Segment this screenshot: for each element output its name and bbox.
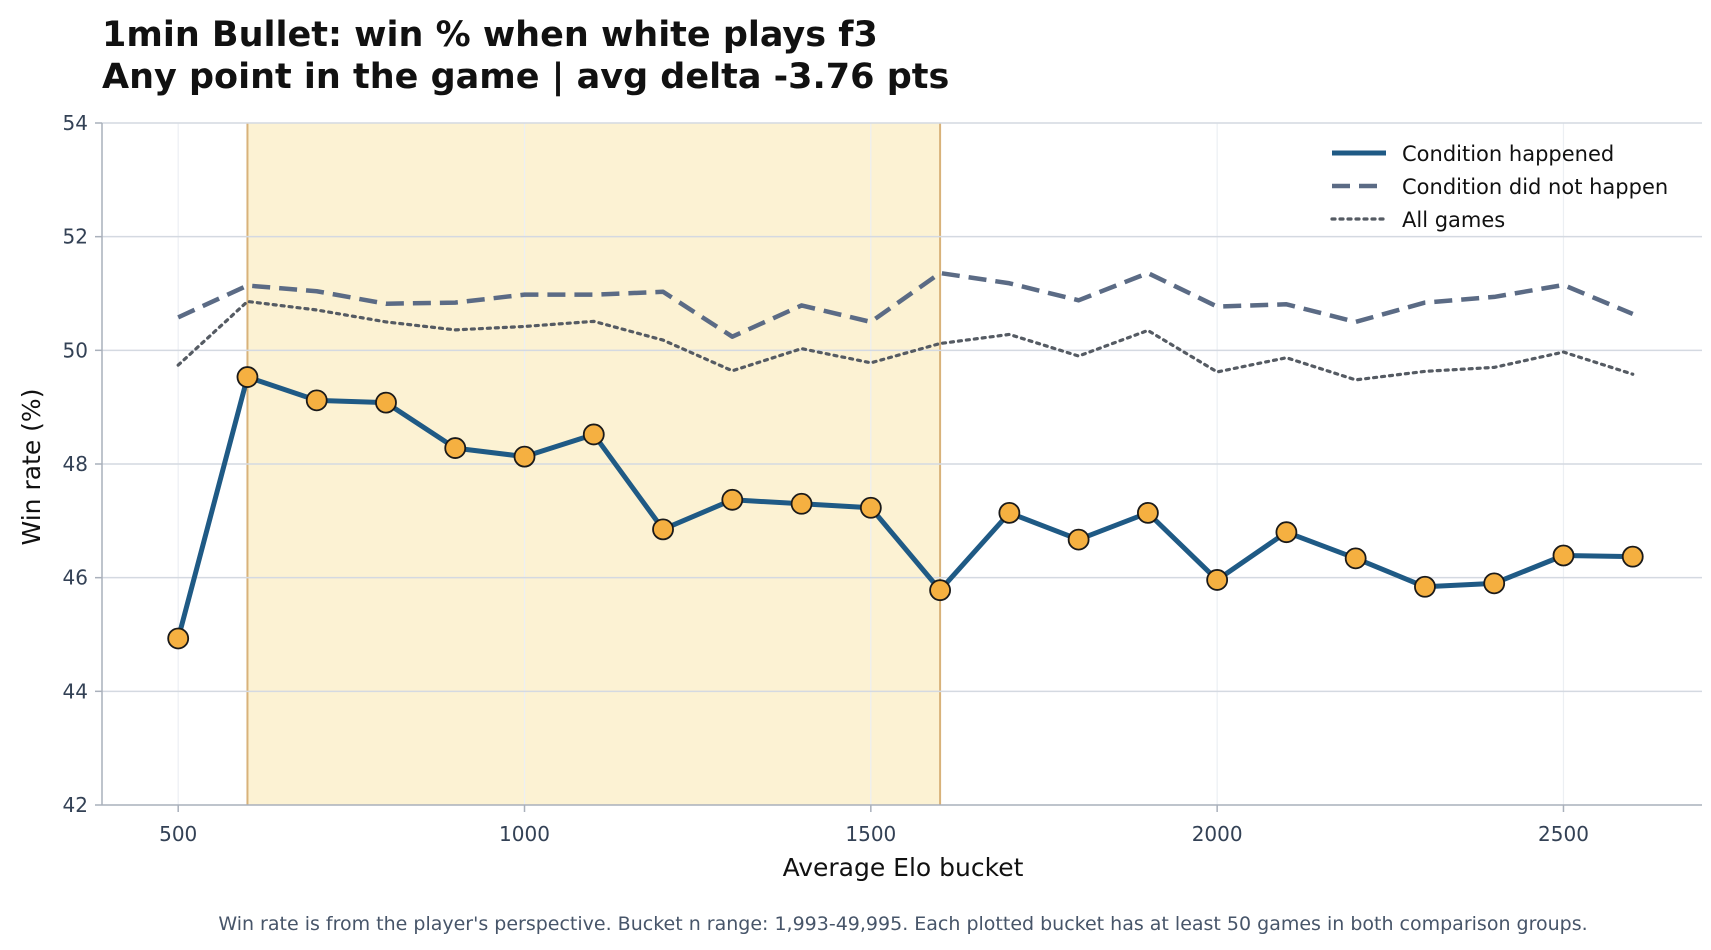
data-point	[790, 492, 813, 515]
y-tick-label: 50	[63, 338, 88, 362]
y-tick-label: 44	[63, 679, 88, 703]
legend-label: All games	[1402, 208, 1505, 232]
data-point	[375, 391, 397, 414]
data-point	[929, 579, 951, 602]
data-point	[1344, 547, 1367, 570]
x-tick-label: 2500	[1538, 822, 1589, 846]
data-point	[513, 445, 536, 468]
data-point	[1206, 569, 1229, 591]
y-axis-label: Win rate (%)	[17, 389, 46, 546]
x-tick-label: 500	[159, 822, 197, 846]
plot-area: 42 44 46 48 50 52 54 500 1000 1500 2000 2500	[63, 111, 1702, 846]
chart-title: 1min Bullet: win % when white plays f3	[102, 15, 878, 55]
data-point	[998, 501, 1021, 524]
series-line-dashed	[177, 270, 1634, 339]
data-point	[444, 437, 467, 459]
data-point	[1552, 544, 1575, 567]
x-tick-label: 1000	[499, 822, 550, 846]
legend-label: Condition did not happen	[1402, 175, 1668, 199]
footnote: Win rate is from the player's perspectiv…	[218, 913, 1587, 935]
legend: Condition happened Condition did not happ…	[1330, 142, 1668, 232]
y-tick-label: 54	[63, 111, 88, 135]
x-axis-label: Average Elo bucket	[783, 853, 1024, 882]
legend-label: Condition happened	[1402, 142, 1614, 166]
data-point	[1136, 501, 1159, 524]
data-point	[1414, 575, 1436, 598]
data-point	[236, 366, 259, 388]
data-point	[167, 627, 190, 650]
data-point	[1067, 528, 1090, 551]
x-tick-label: 1500	[845, 822, 896, 846]
y-tick-label: 46	[63, 566, 88, 590]
y-tick-label: 42	[63, 793, 88, 817]
y-tick-label: 48	[63, 452, 88, 476]
x-tick-label: 2000	[1192, 822, 1243, 846]
data-point	[859, 496, 882, 519]
y-tick-label: 52	[63, 225, 88, 249]
data-point	[305, 389, 328, 412]
chart-subtitle: Any point in the game | avg delta -3.76 …	[102, 57, 949, 97]
data-point	[582, 423, 605, 446]
data-point	[721, 488, 744, 511]
series-line-solid	[175, 374, 1633, 640]
data-point	[1483, 572, 1506, 595]
data-point	[1621, 545, 1644, 568]
data-point	[1275, 521, 1298, 544]
series-line-dotted	[176, 299, 1635, 382]
data-point	[652, 518, 674, 541]
